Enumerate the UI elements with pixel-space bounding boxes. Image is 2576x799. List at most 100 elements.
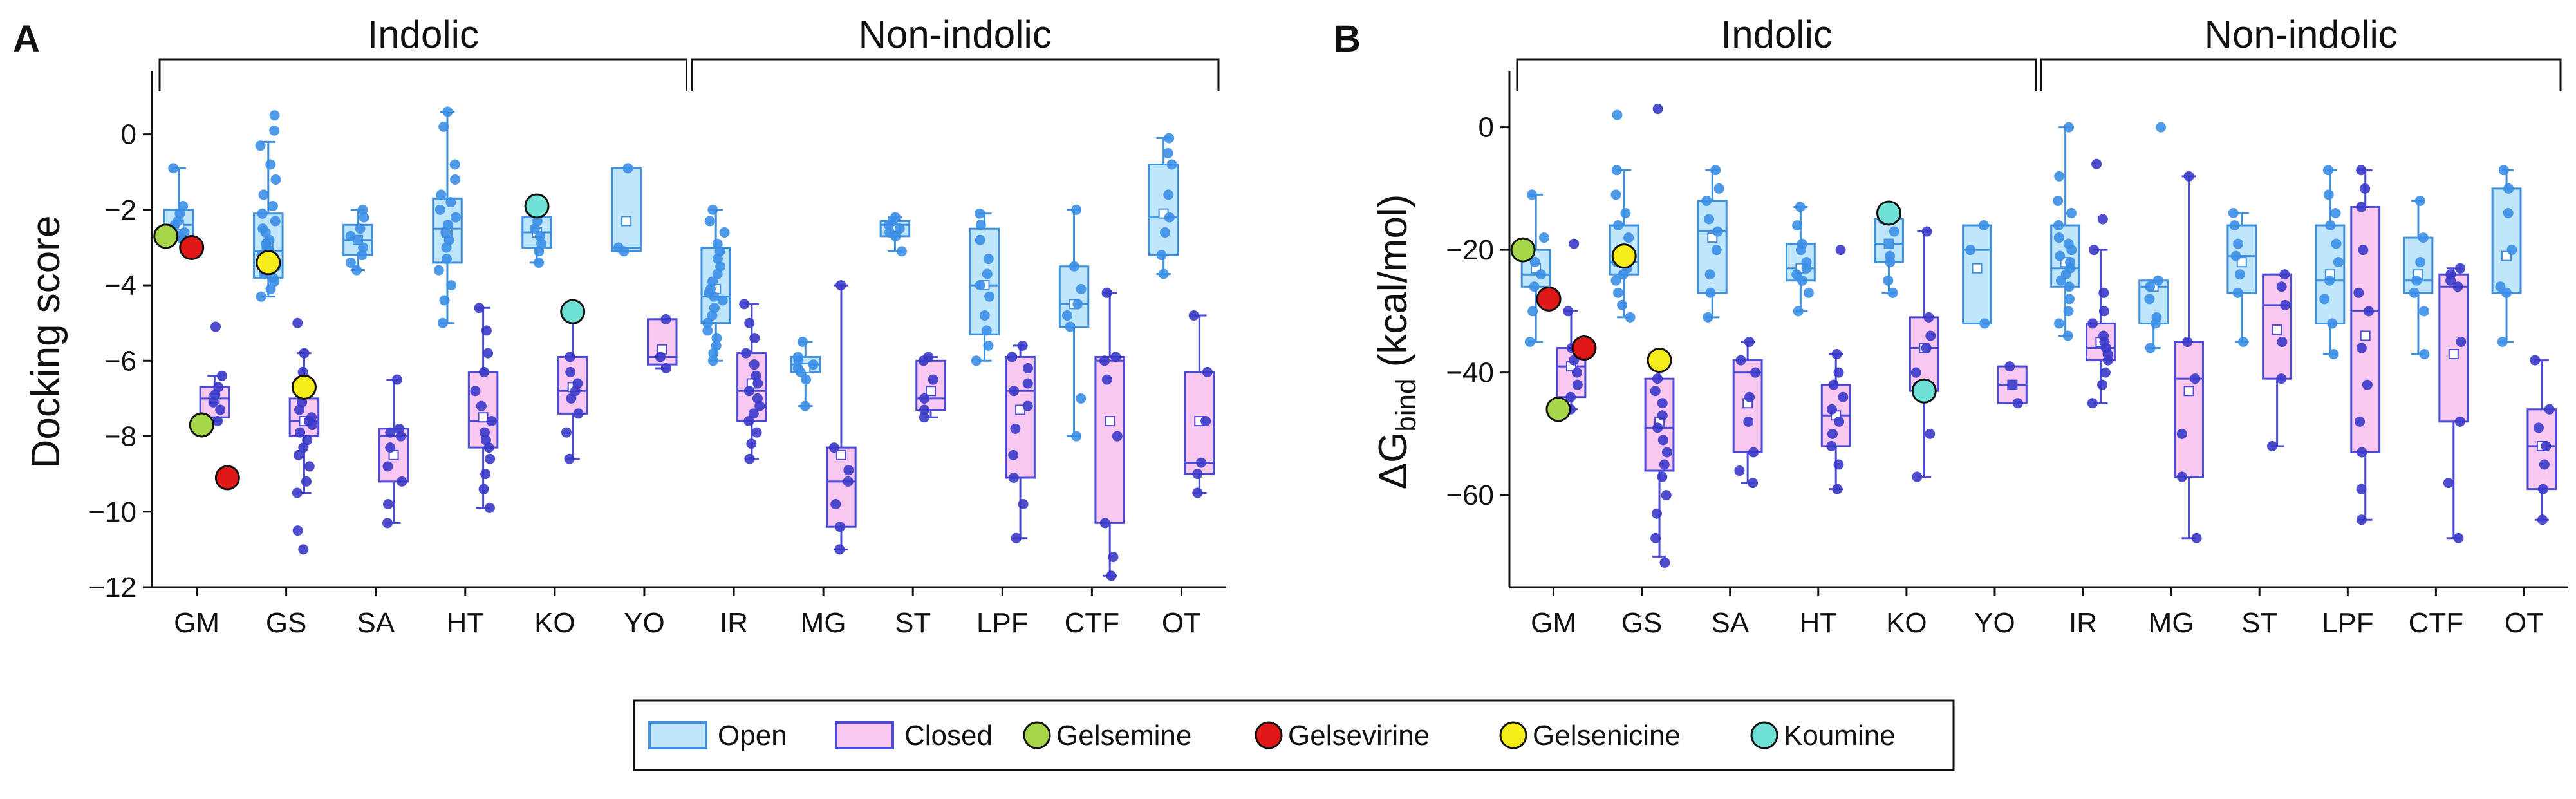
closed-box bbox=[2174, 341, 2204, 478]
closed-data-point bbox=[1196, 457, 1207, 468]
closed-data-point bbox=[1657, 435, 1668, 446]
closed-data-point bbox=[1022, 378, 1033, 389]
x-category-label: YO bbox=[1974, 607, 2015, 639]
closed-mean-marker bbox=[926, 386, 937, 397]
closed-data-point bbox=[1022, 363, 1033, 374]
closed-data-point bbox=[1826, 440, 1837, 451]
open-data-point bbox=[707, 355, 718, 366]
closed-data-point bbox=[1925, 330, 1936, 341]
closed-data-point bbox=[1101, 374, 1112, 385]
open-data-point bbox=[2234, 269, 2245, 280]
closed-data-point bbox=[1657, 410, 1668, 421]
closed-data-point bbox=[480, 469, 491, 480]
closed-data-point bbox=[2537, 514, 2548, 525]
x-category-label: LPF bbox=[976, 607, 1029, 639]
closed-data-point bbox=[1099, 355, 1110, 366]
gelsemine-marker bbox=[153, 223, 179, 249]
open-data-point bbox=[2064, 122, 2075, 133]
open-data-point bbox=[1065, 321, 1076, 332]
open-data-point bbox=[265, 283, 276, 294]
open-data-point bbox=[799, 400, 810, 411]
open-data-point bbox=[1701, 195, 1712, 206]
x-category-label: GM bbox=[174, 607, 219, 639]
closed-data-point bbox=[1748, 478, 1759, 489]
open-data-point bbox=[2322, 165, 2333, 176]
open-data-point bbox=[442, 254, 453, 265]
open-data-point bbox=[1612, 287, 1623, 298]
closed-data-point bbox=[1925, 428, 1936, 439]
closed-data-point bbox=[298, 442, 309, 453]
open-data-point bbox=[2152, 275, 2163, 286]
legend-swatch-koumine bbox=[1750, 721, 1778, 749]
closed-data-point bbox=[293, 449, 304, 460]
open-data-point bbox=[1979, 318, 1990, 329]
closed-data-point bbox=[2191, 532, 2202, 543]
open-data-point bbox=[1159, 227, 1170, 238]
open-data-point bbox=[896, 246, 907, 257]
closed-data-point bbox=[919, 404, 929, 415]
closed-data-point bbox=[1101, 287, 1112, 298]
closed-data-point bbox=[478, 484, 489, 494]
open-data-point bbox=[1071, 204, 1082, 215]
x-category-label: ST bbox=[895, 607, 931, 639]
open-data-point bbox=[1061, 310, 1072, 321]
closed-data-point bbox=[2357, 447, 2367, 458]
y-tick-label: −10 bbox=[88, 496, 136, 528]
open-data-point bbox=[1617, 299, 1628, 310]
open-data-point bbox=[717, 295, 728, 306]
open-data-point bbox=[1158, 268, 1169, 279]
open-data-point bbox=[1612, 109, 1623, 120]
open-data-point bbox=[1164, 212, 1175, 223]
open-data-point bbox=[2150, 318, 2161, 329]
open-data-point bbox=[436, 189, 447, 200]
closed-data-point bbox=[485, 453, 496, 464]
open-data-point bbox=[709, 291, 720, 302]
closed-data-point bbox=[1921, 226, 1932, 237]
closed-data-point bbox=[1652, 104, 1663, 115]
closed-data-point bbox=[292, 487, 303, 498]
open-data-point bbox=[2409, 287, 2420, 298]
x-category-label: GS bbox=[1621, 607, 1663, 639]
open-data-point bbox=[1801, 263, 1812, 274]
open-data-point bbox=[702, 317, 713, 328]
closed-data-point bbox=[2087, 398, 2098, 409]
closed-data-point bbox=[1569, 238, 1580, 249]
closed-data-point bbox=[570, 386, 581, 397]
closed-data-point bbox=[382, 461, 393, 472]
open-data-point bbox=[1795, 245, 1806, 256]
open-data-point bbox=[1529, 257, 1540, 268]
closed-data-point bbox=[2355, 416, 2366, 427]
open-data-point bbox=[445, 197, 456, 208]
closed-data-point bbox=[1734, 465, 1745, 476]
x-category-label: KO bbox=[534, 607, 575, 639]
x-category-label: LPF bbox=[2322, 607, 2374, 639]
open-data-point bbox=[1703, 312, 1713, 323]
closed-box bbox=[2350, 205, 2381, 453]
open-data-point bbox=[1792, 220, 1803, 231]
y-axis-title: Docking score bbox=[24, 216, 68, 469]
closed-mean-marker bbox=[2360, 330, 2371, 341]
x-category-label: GM bbox=[1531, 607, 1576, 639]
open-mean-marker bbox=[621, 216, 632, 227]
closed-data-point bbox=[2445, 275, 2456, 286]
closed-data-point bbox=[1833, 367, 1844, 378]
open-data-point bbox=[982, 268, 993, 279]
closed-data-point bbox=[2098, 306, 2109, 317]
closed-data-point bbox=[2443, 478, 2454, 489]
closed-data-point bbox=[1659, 557, 1670, 568]
open-data-point bbox=[2503, 207, 2514, 218]
open-data-point bbox=[2319, 294, 2330, 305]
closed-data-point bbox=[2091, 158, 2102, 169]
open-data-point bbox=[2062, 330, 2073, 341]
open-data-point bbox=[534, 257, 545, 268]
closed-data-point bbox=[2004, 361, 2015, 372]
open-data-point bbox=[2229, 220, 2240, 231]
closed-data-point bbox=[301, 476, 312, 487]
closed-data-point bbox=[1828, 379, 1839, 390]
open-data-point bbox=[1793, 306, 1804, 317]
closed-data-point bbox=[2276, 373, 2287, 384]
open-data-point bbox=[1713, 183, 1724, 194]
open-data-point bbox=[1883, 275, 1894, 286]
closed-data-point bbox=[2190, 373, 2201, 384]
closed-data-point bbox=[1833, 459, 1844, 470]
